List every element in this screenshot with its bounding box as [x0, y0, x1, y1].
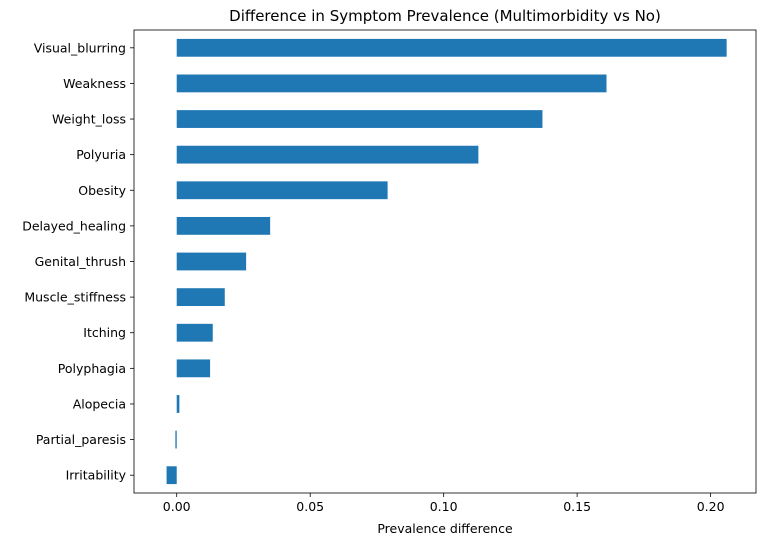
bar-polyphagia	[176, 359, 211, 378]
bar-weight-loss	[176, 110, 543, 128]
axes-layer: Visual_blurring Weakness Weight_loss Polyur…	[22, 29, 757, 514]
y-tick-label: Polyuria	[76, 147, 126, 162]
y-tick-label: Weight_loss	[52, 112, 126, 127]
bar-muscle-stiffness	[176, 288, 225, 307]
bar-visual-blurring	[176, 38, 727, 57]
bar-polyuria	[176, 145, 479, 164]
bar-obesity	[176, 181, 388, 200]
bar-partial-paresis	[175, 430, 177, 449]
x-tick-label: 0.05	[296, 499, 324, 514]
y-tick-label: Obesity	[78, 183, 126, 198]
bar-weakness	[176, 74, 607, 93]
x-tick-label: 0.20	[697, 499, 725, 514]
plot-frame	[133, 29, 757, 494]
bar-delayed-healing	[176, 216, 271, 235]
x-tick-label: 0.10	[430, 499, 458, 514]
y-tick-label: Genital_thrush	[35, 254, 126, 269]
bar-itching	[176, 323, 213, 342]
y-tick-label: Alopecia	[73, 396, 126, 411]
x-tick-label: 0.00	[163, 499, 191, 514]
y-tick-label: Delayed_healing	[22, 218, 126, 233]
y-tick-label: Muscle_stiffness	[24, 290, 126, 305]
y-tick-label: Visual_blurring	[34, 40, 126, 55]
y-tick-label: Irritability	[66, 468, 127, 483]
y-tick-label: Partial_paresis	[36, 432, 126, 447]
y-tick-label: Weakness	[63, 76, 126, 91]
y-tick-label: Polyphagia	[58, 361, 126, 376]
y-tick-label: Itching	[83, 325, 126, 340]
bars-layer	[166, 38, 727, 485]
x-axis-label: Prevalence difference	[377, 521, 513, 536]
bar-irritability	[166, 466, 177, 485]
bar-alopecia	[176, 395, 180, 413]
bar-genital-thrush	[176, 252, 247, 271]
chart-title: Difference in Symptom Prevalence (Multim…	[229, 7, 661, 25]
x-tick-label: 0.15	[563, 499, 591, 514]
